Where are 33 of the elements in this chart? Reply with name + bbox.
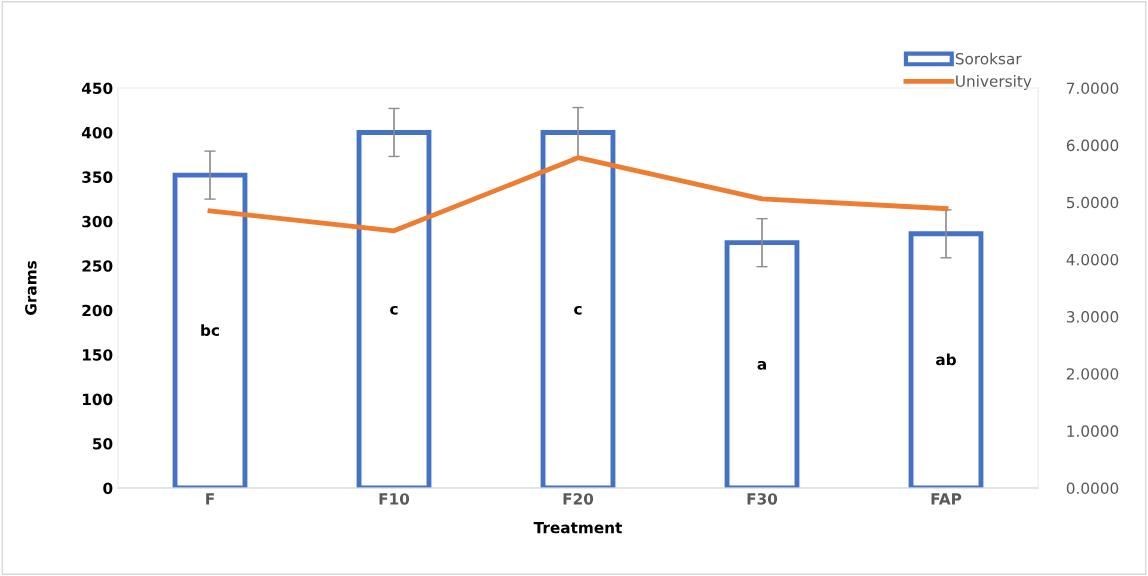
y2-tick-label: 2.0000	[1066, 368, 1119, 380]
line-series	[207, 155, 949, 234]
annotation: c	[574, 305, 582, 315]
y-tick-label: 250	[82, 260, 113, 272]
x-axis-title: Treatment	[533, 522, 623, 534]
annotation: c	[390, 305, 398, 315]
x-tick-label: F20	[563, 493, 594, 505]
y-tick-label: 150	[82, 349, 113, 361]
y2-tick-label: 5.0000	[1066, 196, 1119, 209]
y-tick-label: 0	[103, 482, 113, 495]
y2-tick-label: 1.0000	[1067, 425, 1119, 437]
y-tick-label: 200	[82, 304, 113, 317]
y2-tick-label: 0.0000	[1066, 482, 1119, 495]
y-tick-label: 100	[82, 393, 113, 406]
y2-tick-label: 4.0000	[1066, 253, 1119, 266]
legend-label: University	[956, 75, 1032, 90]
legend-label: Soroksar	[955, 52, 1022, 65]
annotation: a	[757, 360, 766, 370]
y-tick-label: 350	[82, 171, 113, 183]
y-tick-label: 50	[93, 438, 113, 450]
y2-tick-label: 7.0000	[1067, 82, 1119, 95]
y2-tick-label: 3.0000	[1066, 311, 1119, 323]
y-axis-title: Grams	[25, 261, 37, 315]
y-tick-label: 450	[81, 82, 113, 95]
x-tick-label: F10	[379, 493, 410, 505]
x-tick-label: F	[206, 493, 214, 505]
y-tick-label: 300	[82, 215, 113, 228]
x-tick-label: F30	[747, 493, 778, 505]
annotation: bc	[201, 324, 219, 336]
annotation: ab	[936, 353, 956, 366]
y2-tick-label: 6.0000	[1066, 139, 1119, 152]
y-tick-label: 400	[81, 126, 113, 139]
x-tick-label: FAP	[931, 493, 962, 505]
